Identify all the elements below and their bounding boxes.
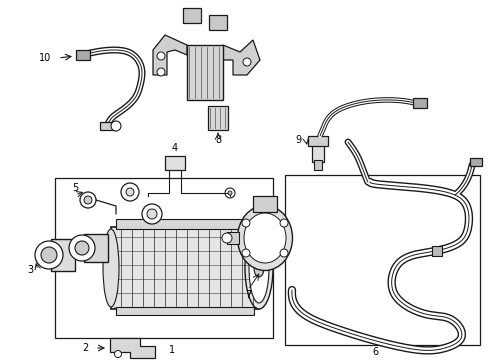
Circle shape [242,249,249,257]
Ellipse shape [244,213,285,263]
Circle shape [147,209,157,219]
Bar [51,239,75,271]
Circle shape [80,192,96,208]
Circle shape [157,68,164,76]
Bar [186,45,223,100]
Polygon shape [153,35,186,75]
Circle shape [280,219,287,227]
Bar [208,15,226,30]
Circle shape [227,191,231,195]
Circle shape [41,247,57,263]
Bar [111,227,259,309]
Circle shape [157,52,164,60]
Bar [226,232,239,244]
Bar [311,142,324,162]
Ellipse shape [237,206,292,270]
Bar [100,122,116,130]
Text: 2: 2 [81,343,88,353]
Circle shape [243,58,250,66]
Bar [207,106,227,130]
Circle shape [114,351,121,357]
Bar [469,158,481,166]
Polygon shape [223,40,260,75]
Bar [412,98,426,108]
Ellipse shape [253,259,264,277]
Circle shape [75,241,89,255]
Circle shape [84,196,92,204]
Text: 6: 6 [371,347,377,357]
Bar [313,160,321,170]
Bar [431,246,441,256]
Text: 4: 4 [172,143,178,153]
Bar [84,234,108,262]
Polygon shape [110,338,155,358]
Text: 8: 8 [215,135,221,145]
Circle shape [35,241,63,269]
Circle shape [222,233,231,243]
Text: 3: 3 [27,265,33,275]
Bar [183,8,201,23]
Bar [116,307,253,315]
Circle shape [242,219,249,227]
Text: 10: 10 [39,53,51,63]
Bar [76,50,90,60]
Circle shape [126,188,134,196]
Bar [252,196,276,212]
Ellipse shape [244,227,272,309]
Circle shape [280,249,287,257]
Ellipse shape [248,233,268,303]
Text: 7: 7 [244,290,251,300]
Text: 1: 1 [168,345,175,355]
Circle shape [224,188,235,198]
Circle shape [69,235,95,261]
Bar [285,175,479,345]
Circle shape [121,183,139,201]
Bar [116,219,253,229]
Bar [55,178,272,338]
Circle shape [111,121,121,131]
Ellipse shape [103,229,119,307]
Bar [164,156,184,170]
Circle shape [142,204,162,224]
Text: 5: 5 [72,183,78,193]
Bar [307,136,327,146]
Text: 9: 9 [294,135,301,145]
